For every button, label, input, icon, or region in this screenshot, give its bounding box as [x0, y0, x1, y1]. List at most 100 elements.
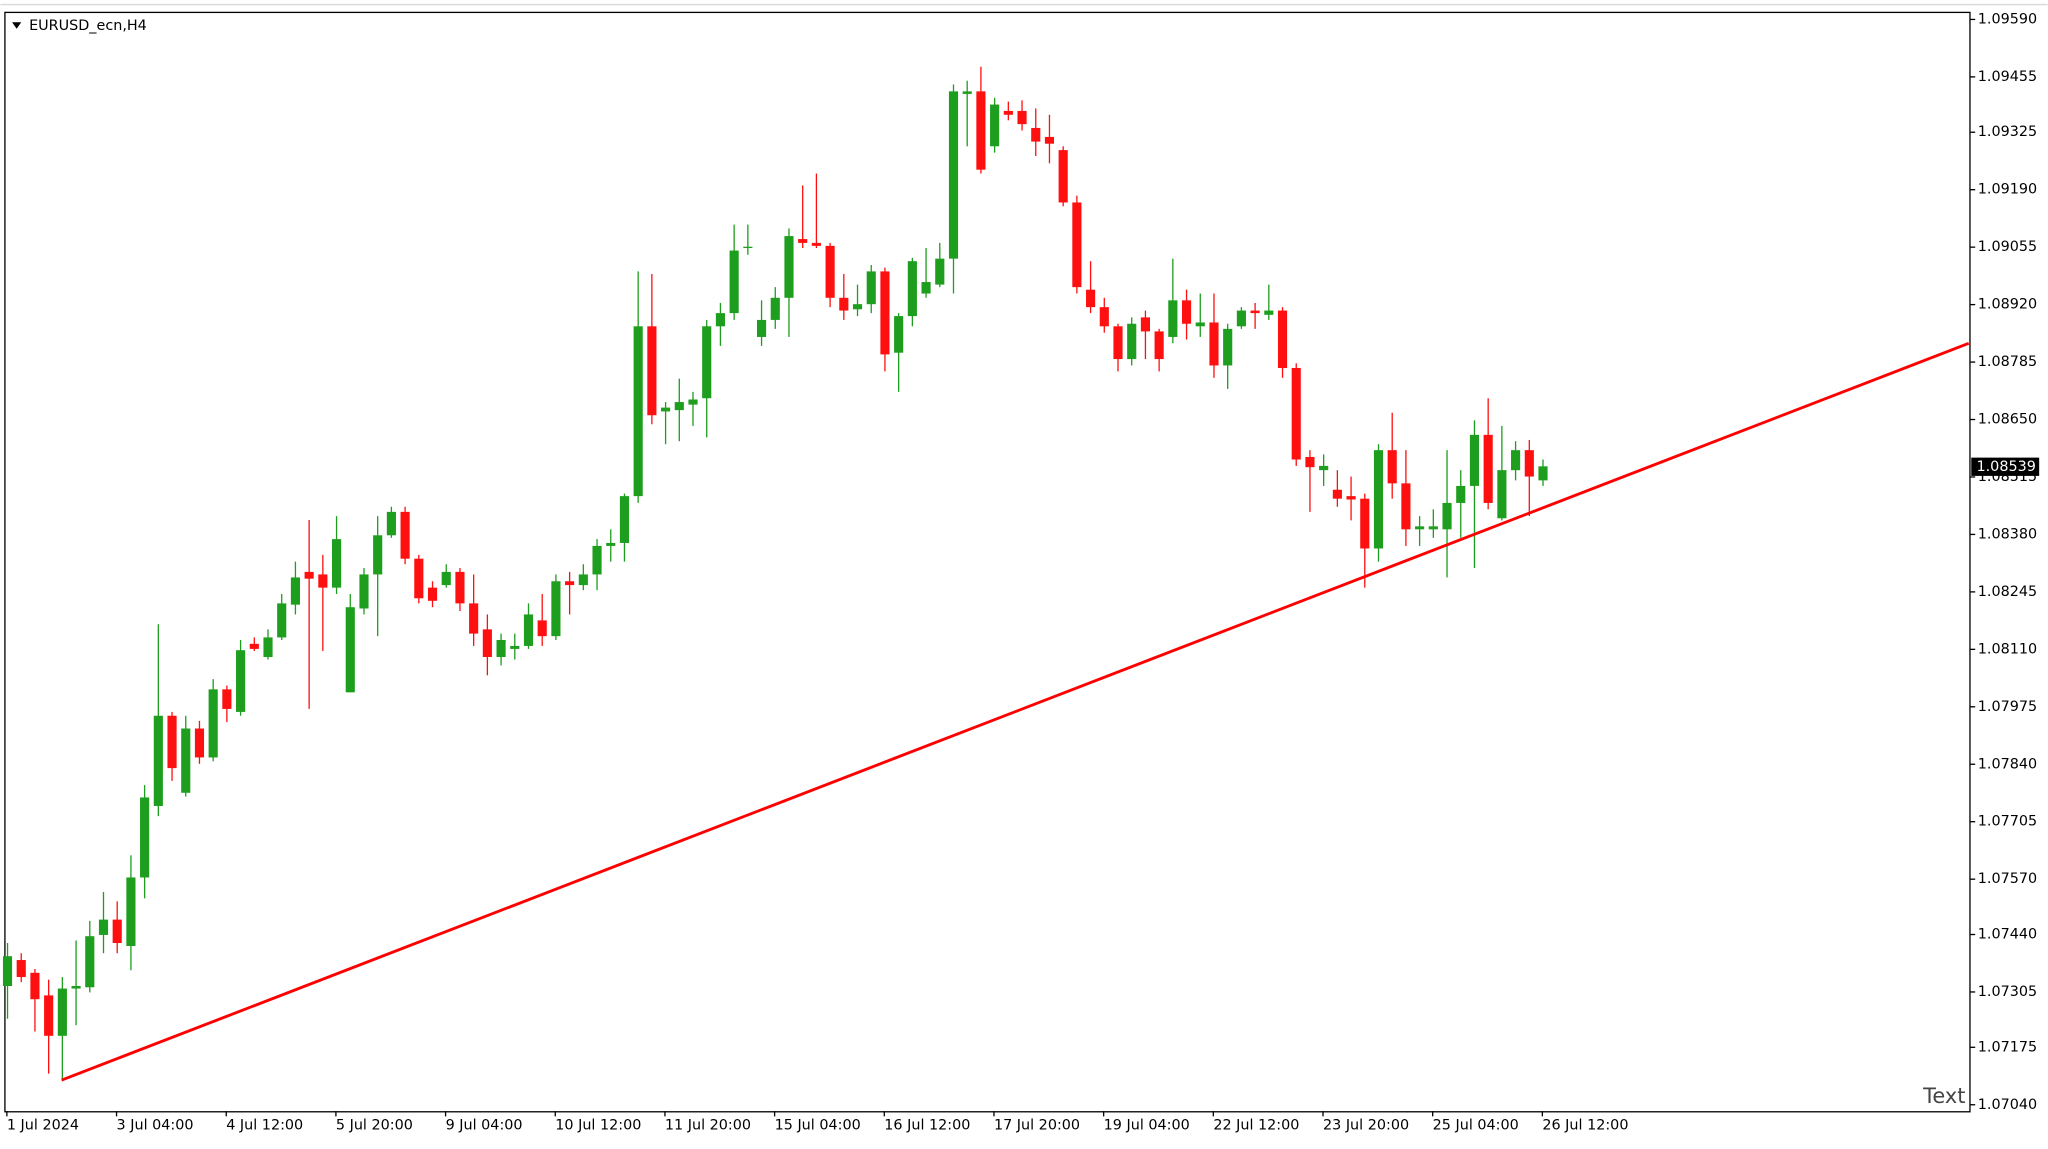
- candle-body: [1058, 150, 1068, 203]
- candle-body: [1140, 317, 1150, 332]
- text-label: Text: [1922, 1084, 1965, 1108]
- candle-body: [427, 587, 438, 601]
- y-tick-label: 1.09190: [1978, 182, 2037, 198]
- candle-body: [1373, 450, 1384, 549]
- candle-body: [30, 972, 40, 1000]
- x-tick-label: 10 Jul 12:00: [555, 1117, 641, 1133]
- candle-body: [523, 614, 534, 646]
- candle-body: [1291, 368, 1301, 460]
- candle-body: [318, 574, 328, 588]
- y-tick-label: 1.08380: [1978, 526, 2037, 542]
- candle-body: [852, 304, 863, 310]
- y-tick-label: 1.07305: [1978, 984, 2037, 1000]
- candle-body: [551, 581, 561, 637]
- candle-body: [1511, 450, 1521, 471]
- x-tick-label: 15 Jul 04:00: [775, 1117, 861, 1133]
- candle-body: [469, 603, 479, 634]
- candle-body: [222, 689, 232, 709]
- candle-body: [880, 271, 890, 355]
- y-tick-label: 1.08110: [1978, 641, 2037, 657]
- plot-frame: [4, 11, 1971, 1113]
- candle-body: [578, 574, 588, 586]
- candle-body: [1099, 307, 1109, 327]
- candle-body: [345, 607, 355, 693]
- candle-body: [1524, 450, 1534, 477]
- candle-body: [400, 511, 410, 559]
- candle-body: [1387, 450, 1397, 484]
- candle-body: [44, 995, 54, 1036]
- candle-body: [236, 650, 246, 712]
- candle-body: [1223, 328, 1233, 366]
- y-tick-label: 1.07570: [1978, 871, 2037, 887]
- candle-body: [935, 258, 945, 285]
- candle-body: [194, 728, 205, 758]
- candle-body: [784, 236, 794, 298]
- x-tick-label: 23 Jul 20:00: [1323, 1117, 1409, 1133]
- candle-body: [743, 246, 753, 249]
- candle-body: [798, 239, 808, 243]
- candle-body: [331, 539, 342, 588]
- candle-body: [1456, 485, 1466, 503]
- menu-arrow[interactable]: [12, 22, 22, 29]
- candle-body: [1346, 496, 1356, 500]
- x-tick-label: 4 Jul 12:00: [226, 1117, 303, 1133]
- candle-body: [1442, 502, 1452, 530]
- x-tick-label: 11 Jul 20:00: [665, 1117, 751, 1133]
- candle-body: [674, 402, 684, 411]
- candle-body: [1209, 322, 1219, 366]
- candle-body: [496, 639, 506, 658]
- candle-body: [2, 956, 13, 987]
- x-tick-label: 25 Jul 04:00: [1433, 1117, 1519, 1133]
- candle-body: [414, 558, 424, 599]
- candle-body: [71, 986, 81, 989]
- candle-body: [825, 245, 835, 298]
- candle-body: [140, 797, 150, 878]
- candle-body: [1236, 310, 1246, 327]
- candle-body: [373, 535, 383, 575]
- x-tick-label: 16 Jul 12:00: [884, 1117, 970, 1133]
- y-tick-label: 1.07440: [1978, 927, 2037, 943]
- y-tick-label: 1.07975: [1978, 699, 2037, 715]
- candle-body: [1319, 465, 1329, 471]
- candle-body: [976, 91, 986, 170]
- candle-body: [181, 728, 191, 793]
- candle-body: [756, 319, 767, 337]
- candle-body: [990, 104, 1000, 147]
- candle-body: [167, 715, 177, 769]
- candle-body: [482, 629, 492, 658]
- y-tick-label: 1.07040: [1978, 1097, 2037, 1113]
- candle-body: [290, 577, 300, 605]
- candle-body: [866, 271, 876, 305]
- candle-body: [1181, 300, 1192, 324]
- candle-body: [729, 250, 739, 314]
- candle-body: [1168, 300, 1178, 337]
- candle-body: [1483, 434, 1493, 503]
- y-tick-label: 1.09455: [1978, 69, 2037, 85]
- y-tick-label: 1.07840: [1978, 756, 2037, 772]
- x-tick-label: 9 Jul 04:00: [446, 1117, 523, 1133]
- candle-body: [1469, 434, 1480, 486]
- candle-body: [715, 313, 725, 327]
- candle-body: [619, 496, 630, 543]
- last-price-label: 1.08539: [1976, 459, 2035, 475]
- candle-body: [510, 645, 520, 649]
- x-tick-label: 22 Jul 12:00: [1213, 1117, 1299, 1133]
- candle-body: [98, 919, 109, 935]
- candle-body: [1264, 310, 1274, 315]
- candle-body: [1538, 466, 1548, 481]
- candle-body: [441, 571, 451, 586]
- candle-body: [1086, 289, 1096, 308]
- candle-body: [455, 571, 465, 604]
- y-tick-label: 1.09590: [1978, 11, 2037, 27]
- candle-body: [1250, 310, 1260, 314]
- x-tick-label: 17 Jul 20:00: [994, 1117, 1080, 1133]
- candle-body: [1332, 489, 1342, 499]
- candle-body: [894, 316, 904, 353]
- candle-body: [565, 581, 575, 586]
- candle-body: [1497, 470, 1507, 519]
- candle-body: [702, 326, 712, 399]
- candle-body: [839, 297, 849, 311]
- candle-body: [811, 242, 821, 246]
